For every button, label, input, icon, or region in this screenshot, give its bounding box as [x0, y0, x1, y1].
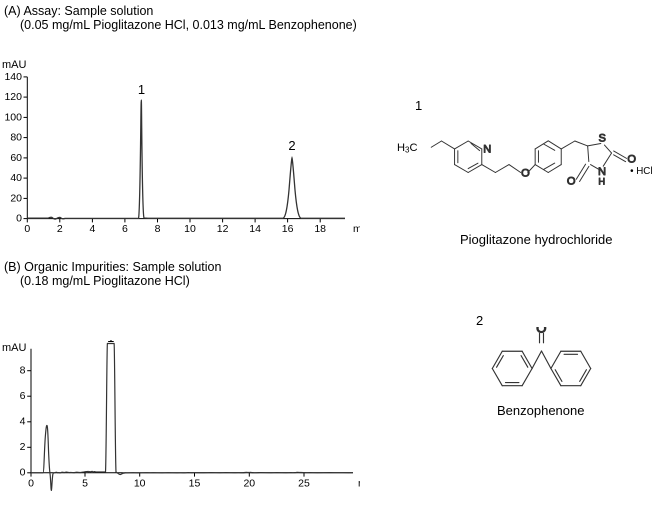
svg-text:2: 2	[288, 138, 295, 153]
svg-text:0: 0	[16, 213, 22, 225]
svg-text:100: 100	[4, 111, 22, 123]
svg-text:5: 5	[82, 478, 88, 490]
svg-text:H3C: H3C	[397, 142, 418, 155]
svg-text:10: 10	[134, 478, 146, 490]
svg-text:2: 2	[57, 223, 63, 235]
svg-text:6: 6	[122, 223, 128, 235]
svg-text:• HCl: • HCl	[630, 166, 652, 177]
svg-text:60: 60	[10, 152, 22, 164]
svg-text:6: 6	[20, 390, 26, 402]
svg-text:4: 4	[20, 416, 26, 428]
svg-text:16: 16	[282, 223, 294, 235]
svg-text:S: S	[599, 133, 606, 144]
svg-text:15: 15	[189, 478, 201, 490]
svg-text:18: 18	[314, 223, 326, 235]
svg-text:min: min	[358, 478, 360, 490]
svg-text:N: N	[483, 144, 491, 156]
svg-text:H: H	[598, 177, 605, 187]
svg-text:O: O	[521, 168, 530, 180]
svg-text:0: 0	[28, 478, 34, 490]
svg-text:mAU: mAU	[2, 342, 27, 354]
svg-text:O: O	[536, 327, 546, 335]
svg-text:1: 1	[138, 82, 145, 97]
svg-text:O: O	[627, 153, 636, 165]
svg-text:25: 25	[298, 478, 310, 490]
svg-text:8: 8	[20, 365, 26, 377]
svg-text:14: 14	[249, 223, 261, 235]
svg-text:120: 120	[4, 91, 22, 103]
svg-text:min: min	[353, 223, 360, 235]
svg-text:2: 2	[20, 441, 26, 453]
svg-text:mAU: mAU	[2, 59, 27, 71]
svg-text:0: 0	[20, 467, 26, 479]
svg-text:4: 4	[89, 223, 95, 235]
svg-text:0: 0	[24, 223, 30, 235]
svg-text:20: 20	[243, 478, 255, 490]
svg-text:40: 40	[10, 172, 22, 184]
svg-text:140: 140	[4, 71, 22, 83]
svg-text:12: 12	[217, 223, 229, 235]
svg-text:80: 80	[10, 132, 22, 144]
svg-text:10: 10	[184, 223, 196, 235]
svg-text:O: O	[567, 176, 576, 188]
svg-text:8: 8	[155, 223, 161, 235]
svg-text:1: 1	[107, 340, 114, 345]
svg-text:20: 20	[10, 192, 22, 204]
